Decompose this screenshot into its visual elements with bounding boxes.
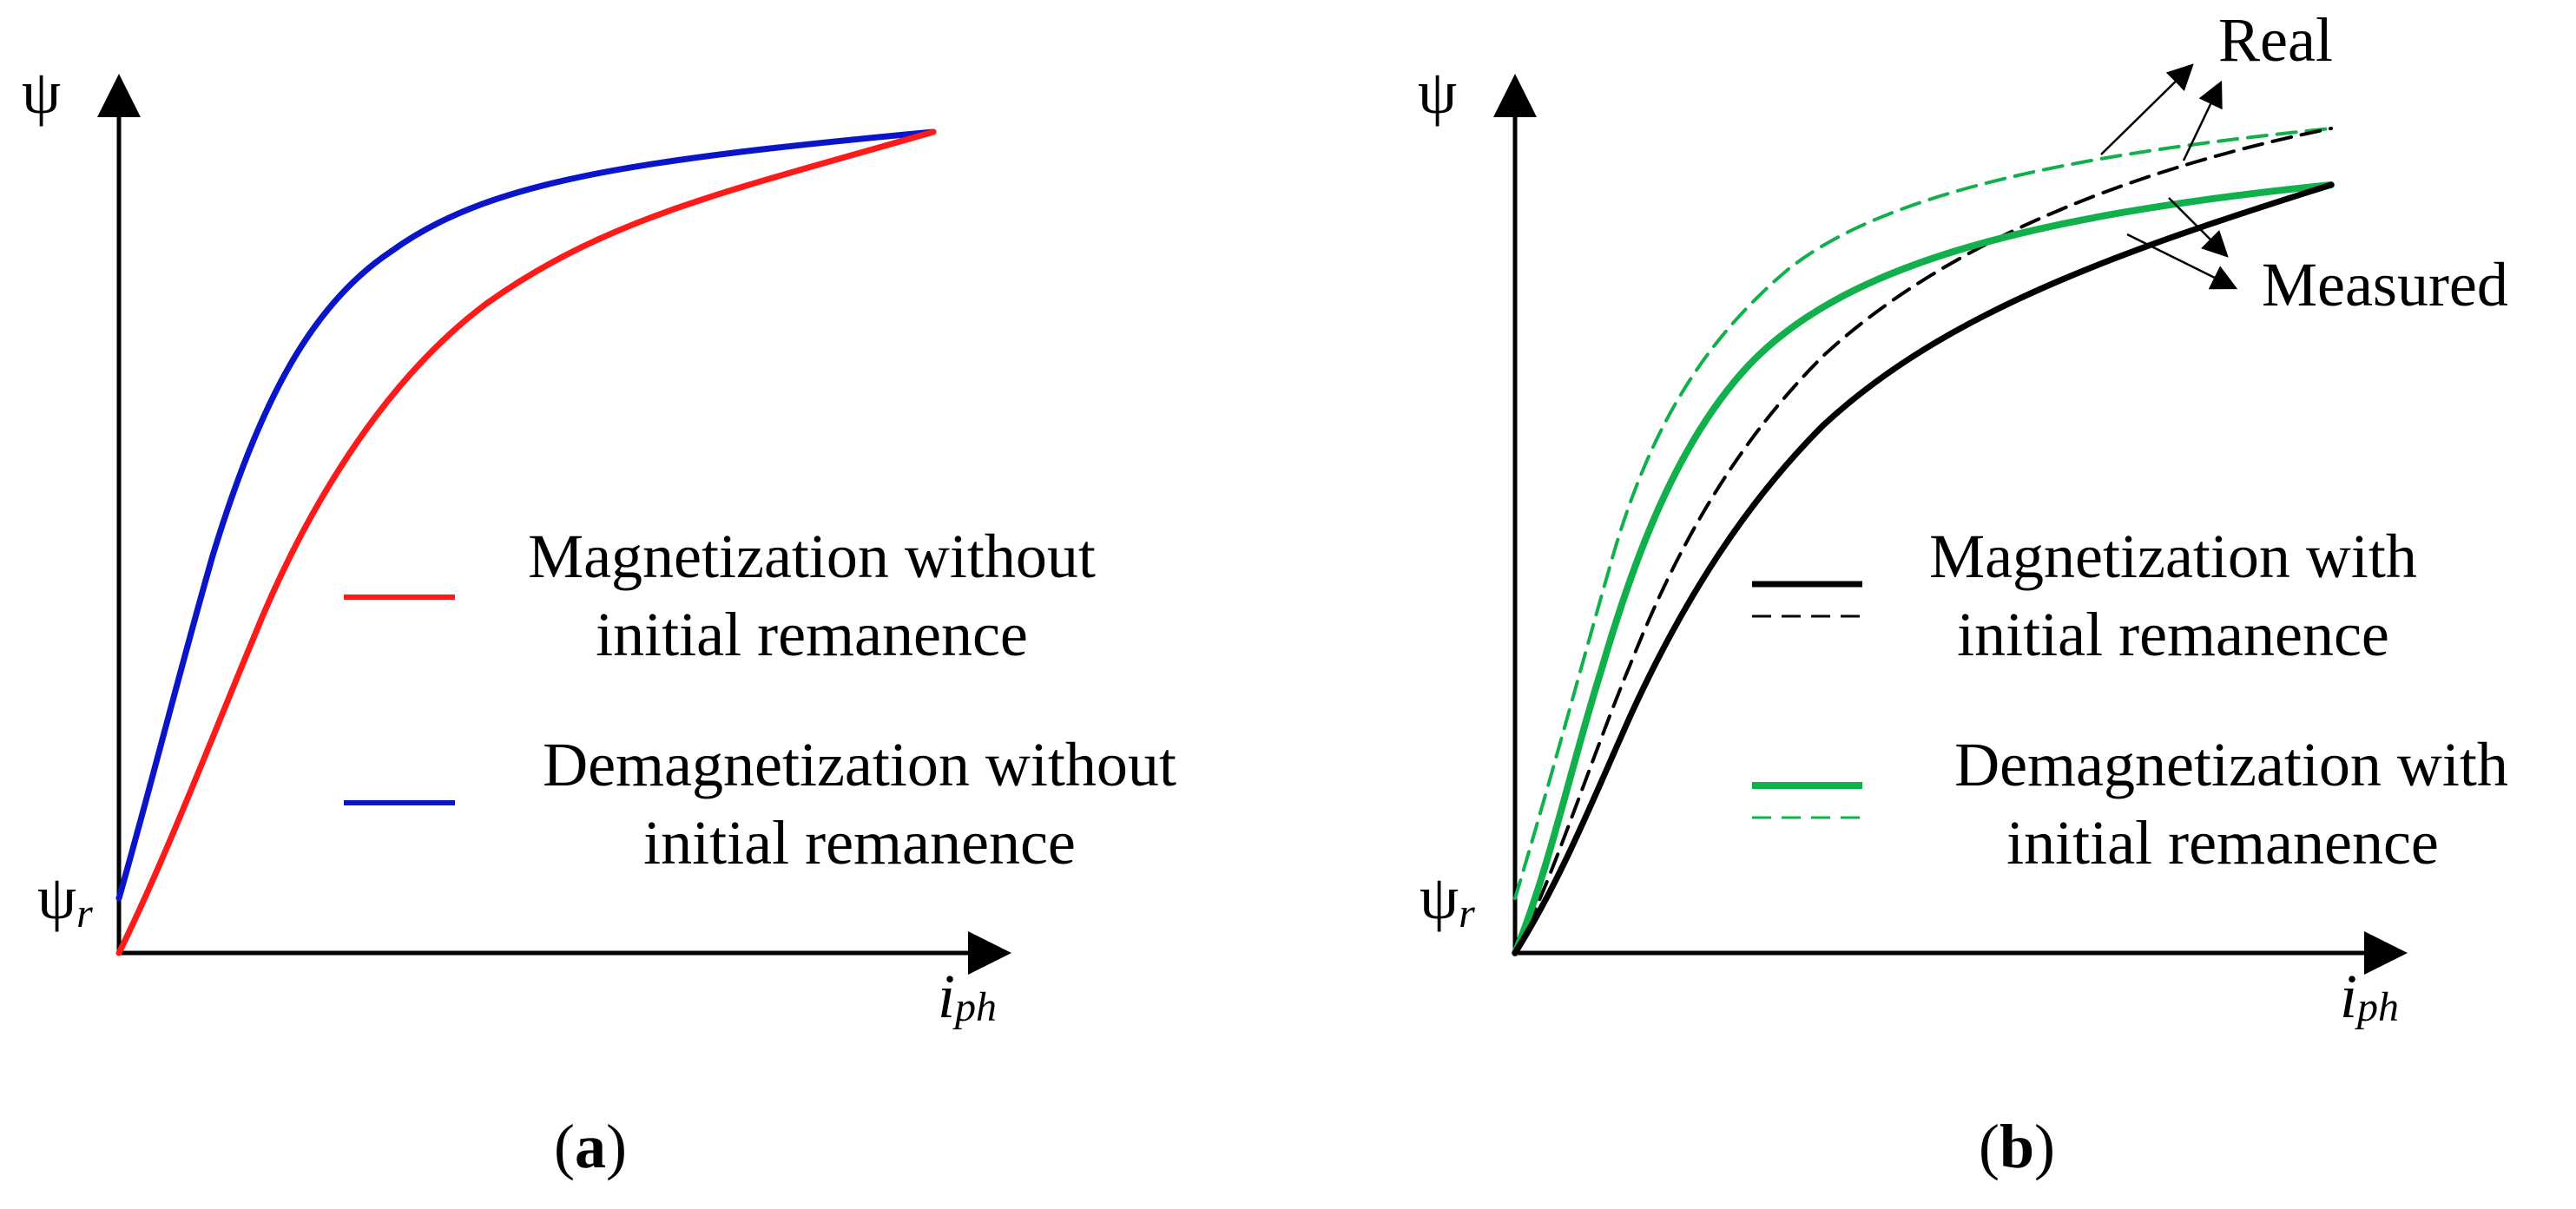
panel-b-psi-r-label: ψr <box>1420 863 1475 936</box>
panel-b-caption: (b) <box>1979 1112 2055 1181</box>
panel-b-legend-label-demagnetization-line2: initial remanence <box>2006 808 2439 877</box>
panel-a: ψ ψr iph Magnetization without initial r… <box>22 57 1176 1181</box>
panel-a-x-axis-label: iph <box>938 962 997 1031</box>
panel-b-demagnetization-real-curve <box>1513 127 2333 900</box>
panel-a-demagnetization-curve <box>115 128 937 902</box>
panel-b-legend-label-magnetization-line2: initial remanence <box>1957 600 2389 669</box>
panel-b-measured-arrow-2 <box>2126 233 2238 290</box>
panel-b-real-arrow-2 <box>2182 80 2223 161</box>
panel-a-caption: (a) <box>554 1112 627 1181</box>
panel-b-x-axis-label: iph <box>2340 962 2399 1031</box>
panel-b-measured-label: Measured <box>2262 250 2508 319</box>
panel-a-legend-label-demagnetization-line2: initial remanence <box>643 808 1076 877</box>
panel-b-y-axis-label: ψ <box>1418 57 1457 127</box>
panel-b-legend-label-magnetization: Magnetization with <box>1929 522 2417 591</box>
panel-a-psi-r-label: ψr <box>37 863 93 936</box>
panel-b-annotations: Real Measured <box>2100 5 2508 319</box>
panel-b: ψ ψr iph Real Measured Magnetization wit… <box>1418 5 2508 1181</box>
panel-a-legend-label-demagnetization: Demagnetization without <box>543 730 1176 799</box>
panel-a-magnetization-curve <box>115 128 937 956</box>
panel-a-legend: Magnetization without initial remanence … <box>344 522 1176 877</box>
panel-b-legend-label-demagnetization: Demagnetization with <box>1954 730 2508 799</box>
panel-b-real-label: Real <box>2218 5 2333 75</box>
panel-a-legend-label-magnetization-line2: initial remanence <box>596 600 1028 669</box>
panel-b-demagnetization-measured-curve <box>1512 181 2335 956</box>
panel-b-real-arrow-1 <box>2100 63 2194 155</box>
panel-a-y-axis-label: ψ <box>22 57 61 127</box>
panel-a-legend-label-magnetization: Magnetization without <box>528 522 1096 591</box>
panel-b-magnetization-measured-curve <box>1512 181 2335 956</box>
panel-b-legend: Magnetization with initial remanence Dem… <box>1752 522 2508 877</box>
panel-b-measured-arrow-1 <box>2168 197 2229 258</box>
panel-b-magnetization-real-curve <box>1513 127 2333 955</box>
